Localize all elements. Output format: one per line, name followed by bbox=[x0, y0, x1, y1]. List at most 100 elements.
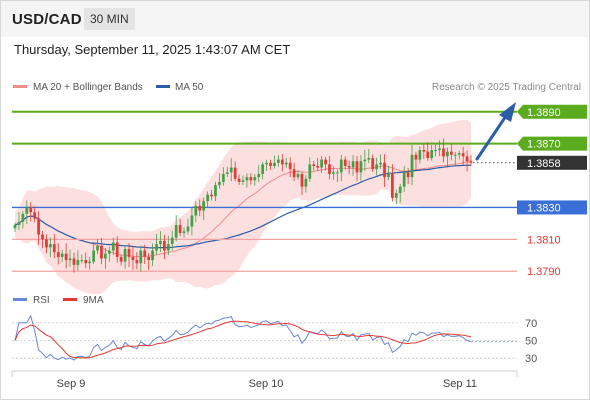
candle-body bbox=[457, 153, 461, 155]
candle-body bbox=[182, 231, 186, 233]
candle-body bbox=[449, 151, 453, 155]
candle-body bbox=[434, 150, 437, 152]
candle-body bbox=[461, 153, 465, 157]
symbol-title: USD/CAD bbox=[12, 11, 82, 28]
arrow-shaft bbox=[475, 114, 508, 161]
candle-body bbox=[25, 207, 29, 214]
rsi-tick-label: 70 bbox=[525, 318, 537, 330]
price-levels bbox=[12, 110, 517, 272]
support-level-label: 1.3790 bbox=[527, 266, 561, 278]
candle-body bbox=[186, 226, 190, 232]
candle-body bbox=[60, 253, 64, 257]
candle-body bbox=[104, 253, 107, 259]
candle-body bbox=[261, 164, 265, 174]
rsi-line bbox=[14, 314, 472, 361]
candle-body bbox=[304, 178, 308, 187]
candle-body bbox=[194, 205, 198, 216]
candle-body bbox=[371, 158, 375, 170]
pivot-label-tag bbox=[517, 200, 587, 215]
candle-body bbox=[49, 244, 52, 248]
candles bbox=[13, 138, 473, 273]
candle-body bbox=[233, 167, 237, 179]
candle-body bbox=[292, 169, 296, 178]
candle-body bbox=[347, 165, 351, 168]
candle-body bbox=[147, 256, 151, 261]
candle-body bbox=[359, 161, 363, 173]
forecast-arrow bbox=[475, 102, 516, 161]
candle-body bbox=[214, 185, 217, 197]
candle-body bbox=[284, 162, 288, 165]
candle-body bbox=[76, 260, 80, 265]
candle-body bbox=[218, 181, 221, 186]
candle-body bbox=[170, 237, 174, 245]
candle-body bbox=[115, 242, 119, 257]
candle-body bbox=[72, 258, 76, 265]
candle-body bbox=[296, 173, 300, 178]
ma20-legend-label: MA 20 + Bollinger Bands bbox=[33, 82, 143, 93]
candle-body bbox=[107, 250, 111, 254]
candle-body bbox=[210, 194, 213, 197]
candle-body bbox=[45, 239, 48, 248]
candle-body bbox=[280, 159, 284, 165]
rsi-legend-label: RSI bbox=[33, 295, 50, 306]
timestamp: Thursday, September 11, 2025 1:43:07 AM … bbox=[14, 42, 291, 57]
target-level-label: 1.3870 bbox=[527, 139, 561, 151]
candle-body bbox=[64, 253, 68, 261]
candle-body bbox=[68, 258, 72, 261]
candle-body bbox=[221, 173, 225, 182]
candle-body bbox=[245, 177, 249, 181]
candle-body bbox=[277, 159, 280, 163]
candle-body bbox=[269, 162, 272, 166]
candle-body bbox=[406, 172, 410, 178]
arrow-head bbox=[499, 102, 516, 122]
candle-body bbox=[265, 162, 268, 165]
candle-body bbox=[316, 165, 320, 168]
x-tick-label: Sep 11 bbox=[443, 378, 477, 390]
x-tick-label: Sep 9 bbox=[57, 378, 86, 390]
candle-body bbox=[123, 248, 127, 262]
candle-body bbox=[469, 161, 473, 163]
candle-body bbox=[465, 156, 469, 162]
candle-body bbox=[198, 205, 202, 211]
candle-body bbox=[375, 164, 379, 170]
candle-body bbox=[442, 148, 445, 157]
target-level-label: 1.3890 bbox=[527, 107, 561, 119]
candle-body bbox=[159, 240, 162, 245]
candle-body bbox=[257, 173, 261, 178]
candle-body bbox=[84, 260, 88, 264]
candle-body bbox=[335, 172, 339, 174]
candle-body bbox=[229, 167, 233, 173]
candle-body bbox=[88, 261, 92, 264]
candle-body bbox=[166, 244, 170, 251]
candle-body bbox=[163, 240, 166, 251]
candle-body bbox=[394, 193, 398, 198]
candle-body bbox=[56, 252, 60, 257]
ma20-legend-swatch bbox=[13, 85, 27, 88]
ma50-legend-swatch bbox=[156, 85, 170, 88]
candle-body bbox=[100, 245, 103, 259]
candle-body bbox=[174, 224, 178, 238]
candle-body bbox=[131, 256, 135, 261]
rsi-ma-legend-swatch bbox=[63, 298, 77, 301]
timeframe-badge[interactable]: 30 MIN bbox=[84, 8, 135, 30]
candle-body bbox=[343, 159, 347, 166]
current-label-tag bbox=[517, 155, 587, 170]
candle-body bbox=[355, 161, 359, 173]
candle-body bbox=[119, 256, 123, 262]
candle-body bbox=[111, 242, 115, 251]
candle-body bbox=[288, 162, 292, 170]
candle-body bbox=[17, 221, 21, 225]
candle-body bbox=[308, 164, 312, 179]
rsi-legend: RSI 9MA bbox=[13, 295, 104, 306]
candle-body bbox=[80, 260, 84, 262]
candle-body bbox=[92, 250, 95, 262]
candle-body bbox=[438, 148, 441, 151]
candle-body bbox=[379, 162, 382, 165]
candle-body bbox=[351, 161, 355, 168]
candle-body bbox=[367, 158, 371, 160]
rsi-ma-legend-label: 9MA bbox=[83, 295, 104, 306]
candle-body bbox=[202, 201, 206, 211]
candle-body bbox=[37, 218, 40, 235]
